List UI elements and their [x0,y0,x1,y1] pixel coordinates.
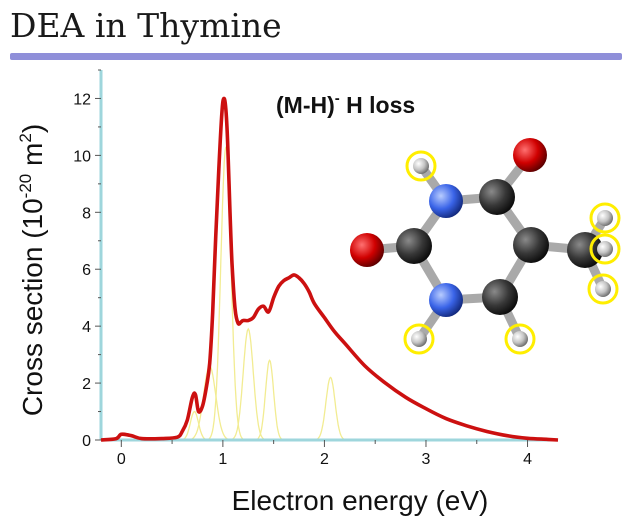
oxygen-atom [350,233,384,267]
y-tick-label: 6 [82,262,91,279]
hydrogen-atom [597,241,613,257]
y-tick-label: 12 [73,91,91,108]
nitrogen-atom [429,283,463,317]
thymine-molecule-illustration [350,138,621,355]
y-axis-title-main: Cross section (10 [17,198,48,416]
total-cross-section-line [100,96,559,442]
fragment-label: (M-H) [276,92,335,118]
carbon-atom [482,279,518,315]
fragment-charge: - [335,90,340,107]
axes [99,70,558,442]
nitrogen-atom [429,184,463,218]
slide-title: DEA in Thymine [10,6,282,45]
y-tick-label: 4 [82,319,91,336]
hydrogen-atom [597,210,613,226]
y-axis-title-unit: m [17,143,48,174]
carbon-atom [396,228,432,264]
y-tick-label: 2 [82,376,91,393]
y-axis-title-unit-exponent: 2 [16,133,35,142]
highlight-ring [589,233,621,265]
highlight-ring [504,323,536,355]
x-tick-label: 1 [218,451,227,468]
fragment-suffix: H loss [340,92,415,118]
x-tick-label: 4 [523,451,532,468]
component-peak [200,146,252,441]
component-curves [174,146,354,441]
x-axis-title: Electron energy (eV) [232,485,489,516]
hydrogen-atom [411,331,427,347]
y-tick-label: 0 [82,433,91,450]
hydrogen-highlight-rings [403,150,621,355]
highlight-ring [589,202,621,234]
x-tick-label: 2 [320,451,329,468]
y-tick-label: 8 [82,205,91,222]
x-tick-label: 3 [422,451,431,468]
carbon-atom [513,227,549,263]
y-axis-title-exponent: -20 [16,174,35,199]
fragment-annotation: (M-H)- H loss [276,90,415,118]
hydrogen-atom [595,281,611,297]
highlight-ring [403,323,435,355]
y-axis-title: Cross section (10-20 m2) [16,124,48,416]
y-axis-title-close: ) [17,124,48,133]
tick-marks [95,69,529,447]
x-tick-label: 0 [117,451,126,468]
highlight-ring [405,150,437,182]
oxygen-atom [513,138,547,172]
y-tick-label: 10 [73,148,91,165]
carbon-atom [479,179,515,215]
hydrogen-atom [413,158,429,174]
component-peak [307,376,354,441]
hydrogen-atom [512,331,528,347]
title-underline [10,53,622,60]
highlight-ring [587,273,619,305]
